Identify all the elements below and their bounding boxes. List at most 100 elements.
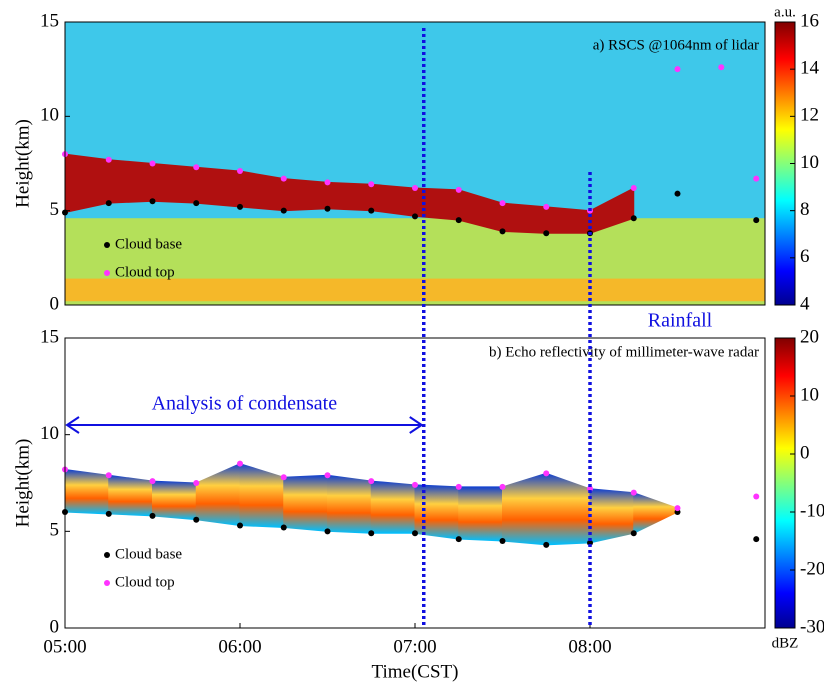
cloud-fill (109, 475, 153, 516)
colorbar-tick-label: 10 (800, 152, 819, 173)
legend-label: Cloud top (115, 574, 175, 590)
rainfall-label: Rainfall (648, 310, 713, 332)
cloud-point (500, 484, 506, 490)
cloud-point (106, 511, 112, 517)
colorbar-tick-label: 20 (800, 326, 819, 347)
cloud-fill (284, 475, 328, 531)
x-tick-label: 08:00 (568, 636, 611, 657)
colorbar-tick-label: -20 (800, 558, 824, 579)
cloud-point (368, 208, 374, 214)
cloud-fill (65, 469, 109, 513)
cloud-point (456, 536, 462, 542)
cloud-point (456, 484, 462, 490)
cloud-point (631, 530, 637, 536)
cloud-point (456, 217, 462, 223)
cloud-point (753, 494, 759, 500)
cloud-fill (415, 188, 459, 220)
colorbar (775, 338, 795, 628)
x-tick-label: 06:00 (218, 636, 261, 657)
cloud-point (281, 474, 287, 480)
cloud-point (281, 208, 287, 214)
colorbar-tick-label: 8 (800, 199, 810, 220)
cloud-fill (153, 164, 197, 204)
cloud-point (368, 478, 374, 484)
colorbar-tick-label: -10 (800, 500, 824, 521)
cloud-point (753, 217, 759, 223)
cloud-fill (546, 207, 590, 233)
cloud-point (631, 185, 637, 191)
y-tick-label: 0 (50, 616, 60, 637)
x-axis-label: Time(CST) (372, 661, 459, 682)
panel-title: a) RSCS @1064nm of lidar (593, 37, 759, 53)
cloud-point (237, 523, 243, 529)
cloud-fill (415, 485, 459, 539)
cloud-fill (328, 182, 372, 210)
y-tick-label: 15 (40, 10, 59, 31)
cloud-point (675, 505, 681, 511)
cloud-point (368, 181, 374, 187)
cloud-point (150, 198, 156, 204)
cloud-fill (371, 481, 415, 533)
legend-marker (104, 270, 110, 276)
cloud-point (412, 185, 418, 191)
panel-title: b) Echo reflectivity of millimeter-wave … (489, 344, 759, 360)
colorbar-label: dBZ (772, 635, 799, 651)
cloud-point (368, 530, 374, 536)
cloud-point (456, 187, 462, 193)
cloud-point (325, 179, 331, 185)
cloud-point (281, 524, 287, 530)
cloud-point (543, 542, 549, 548)
cloud-point (150, 478, 156, 484)
colorbar-tick-label: 12 (800, 105, 819, 126)
cloud-point (106, 200, 112, 206)
cloud-fill (503, 203, 547, 233)
cloud-fill (196, 167, 240, 207)
cloud-point (193, 480, 199, 486)
cloud-point (325, 472, 331, 478)
cloud-point (412, 482, 418, 488)
cloud-point (753, 536, 759, 542)
cloud-point (631, 490, 637, 496)
y-tick-label: 10 (40, 423, 59, 444)
legend-marker (104, 552, 110, 558)
colorbar-tick-label: 6 (800, 246, 810, 267)
cloud-fill (109, 160, 153, 203)
y-tick-label: 0 (50, 293, 60, 314)
colorbar-tick-label: 0 (800, 442, 810, 463)
cloud-point (543, 204, 549, 210)
cloud-point (500, 228, 506, 234)
cloud-point (150, 161, 156, 167)
cloud-point (753, 176, 759, 182)
colorbar-tick-label: 4 (800, 293, 810, 314)
cloud-point (325, 206, 331, 212)
y-tick-label: 15 (40, 326, 59, 347)
y-axis-label: Height(km) (12, 119, 33, 208)
cloud-point (325, 528, 331, 534)
cloud-point (193, 200, 199, 206)
cloud-point (718, 64, 724, 70)
x-tick-label: 07:00 (393, 636, 436, 657)
cloud-point (500, 200, 506, 206)
x-tick-label: 05:00 (43, 636, 86, 657)
cloud-point (675, 191, 681, 197)
colorbar-label: a.u. (774, 4, 796, 20)
legend-marker (104, 580, 110, 586)
cloud-point (193, 164, 199, 170)
cloud-fill (153, 481, 197, 520)
legend-marker (104, 242, 110, 248)
cloud-point (500, 538, 506, 544)
y-axis-label: Height(km) (12, 439, 33, 528)
cloud-point (237, 204, 243, 210)
cloud-point (675, 66, 681, 72)
surface-layer (65, 279, 765, 302)
legend-label: Cloud base (115, 236, 182, 252)
cloud-point (150, 513, 156, 519)
cloud-fill (371, 184, 415, 216)
cloud-fill (459, 487, 503, 541)
cloud-fill (284, 179, 328, 211)
colorbar-tick-label: 16 (800, 10, 819, 31)
colorbar-tick-label: -30 (800, 616, 824, 637)
figure: 051015Height(km)a) RSCS @1064nm of lidar… (0, 0, 824, 686)
analysis-label: Analysis of condensate (152, 393, 338, 415)
cloud-fill (240, 171, 284, 211)
